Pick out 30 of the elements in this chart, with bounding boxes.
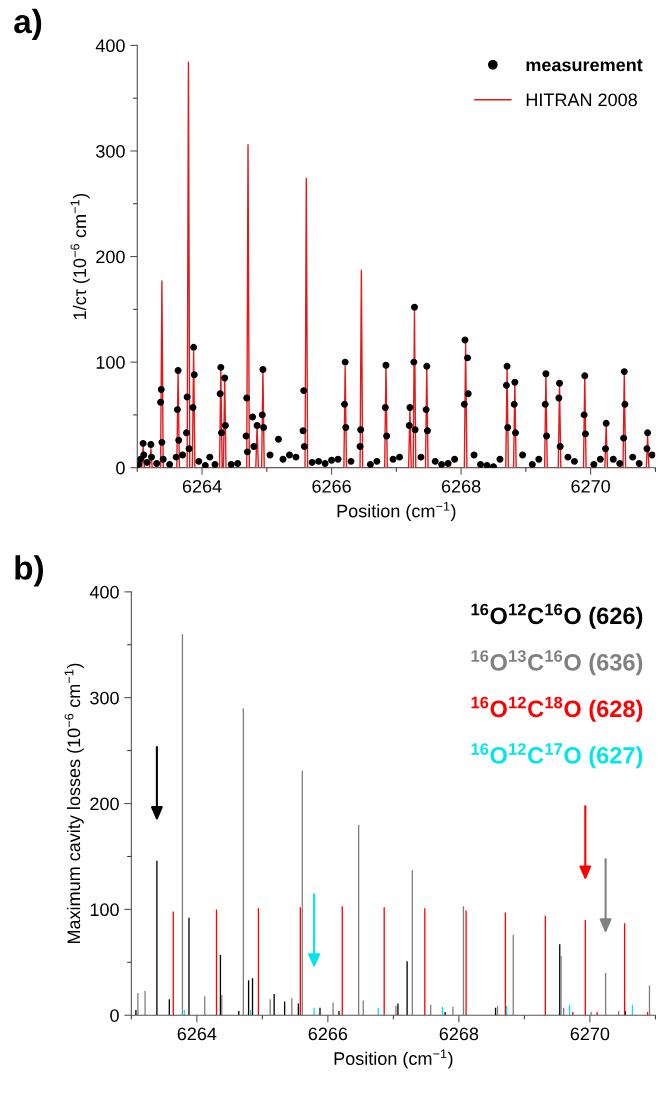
y-tick-label: 0 (110, 1009, 119, 1022)
x-tick-label: 6270 (570, 1027, 610, 1041)
x-tick-label: 6264 (177, 1027, 217, 1041)
y-tick-label: 300 (96, 144, 125, 158)
y-tick-label: 300 (90, 691, 119, 705)
x-tick-label: 6266 (312, 479, 351, 493)
y-tick-label: 200 (90, 797, 119, 811)
x-axis-title: Position (cm$^{−1}$) (334, 1049, 453, 1069)
y-tick-label: 400 (89, 585, 119, 599)
y-tick-label: 400 (95, 39, 125, 53)
x-tick-label: 6270 (571, 479, 610, 493)
y-tick-label: 0 (116, 461, 125, 475)
y-tick-label: 200 (96, 250, 125, 264)
text: $^{16}$O$^{13}$C$^{16}$O (636) (471, 650, 643, 676)
y-tick-label: 100 (96, 356, 125, 369)
legend-label: measurement (526, 59, 643, 72)
x-tick-label: 6266 (308, 1027, 348, 1041)
y-tick-label: 100 (90, 903, 119, 917)
text: $^{16}$O$^{12}$C$^{17}$O (627) (471, 743, 643, 769)
text: $^{16}$O$^{12}$C$^{16}$O (626) (471, 603, 643, 629)
x-tick-label: 6268 (439, 1027, 479, 1041)
y-axis-title: 1/cτ (10$^{−6}$ cm$^{−1}$) (70, 193, 90, 319)
x-axis-title: Position (cm$^{−1}$) (337, 501, 456, 521)
y-axis-title: Maximum cavity losses (10$^{−6}$ cm$^{−1}$) (64, 663, 84, 944)
chart-title: b) (15, 555, 43, 587)
x-tick-label: 6268 (441, 479, 481, 493)
text: $^{16}$O$^{12}$C$^{18}$O (628) (471, 696, 643, 722)
legend-label: HITRAN 2008 (526, 93, 637, 107)
x-tick-label: 6264 (182, 479, 222, 493)
chart-title: a) (14, 8, 42, 40)
